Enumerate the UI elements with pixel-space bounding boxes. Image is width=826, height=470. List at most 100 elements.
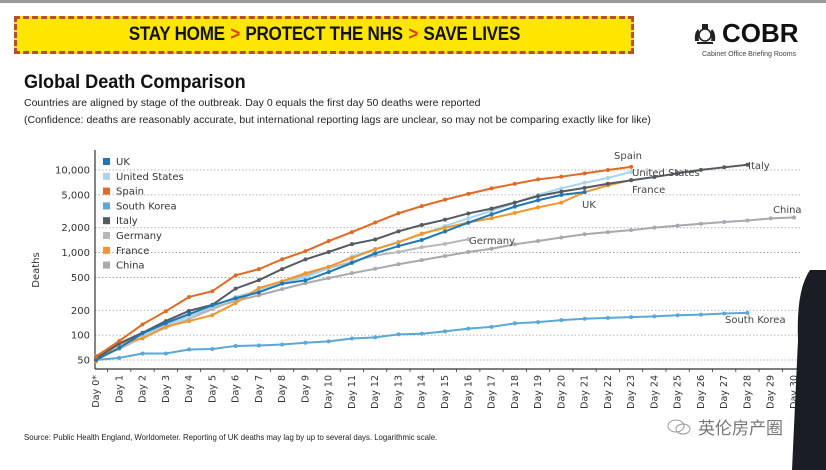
data-point [117, 338, 122, 343]
data-point [722, 220, 727, 225]
data-point [652, 314, 657, 319]
data-point [373, 237, 378, 242]
data-point [326, 264, 331, 269]
x-tick-label: Day 28 [742, 375, 753, 409]
data-point [698, 221, 703, 226]
data-point [396, 249, 401, 254]
data-point [303, 249, 308, 254]
legend-swatch [103, 217, 110, 225]
data-point [396, 211, 401, 216]
series-label-italy: Italy [748, 161, 770, 172]
data-point [512, 321, 517, 326]
series-labels: Spain United States France UK Italy China Germ… [469, 151, 802, 326]
data-point [303, 271, 308, 276]
data-point [559, 189, 564, 194]
series-lines [94, 162, 796, 364]
data-point [489, 216, 494, 221]
presenter-silhouette [792, 270, 826, 470]
data-point [629, 315, 634, 320]
series-label-south-korea: South Korea [725, 315, 786, 326]
data-point [559, 192, 564, 197]
data-point [536, 320, 541, 325]
data-point [582, 316, 587, 321]
data-point [489, 246, 494, 251]
data-point [605, 176, 610, 181]
x-tick-label: Day 10 [324, 375, 335, 409]
x-tick-label: Day 9 [300, 375, 311, 403]
data-point [419, 245, 424, 250]
data-point [443, 197, 447, 202]
legend-swatch [103, 202, 110, 210]
data-point [582, 171, 587, 176]
series-china [94, 215, 796, 358]
data-point [326, 250, 331, 255]
data-point [559, 200, 564, 205]
legend-swatch [103, 232, 110, 239]
data-point [256, 278, 261, 283]
data-point [187, 312, 192, 317]
data-point [605, 168, 610, 172]
data-point [280, 257, 285, 262]
data-point [349, 271, 354, 276]
data-point [373, 251, 378, 256]
data-point [326, 339, 331, 344]
data-point [745, 310, 750, 315]
legend-label: Italy [116, 216, 138, 227]
data-point [466, 220, 471, 225]
data-point [536, 205, 541, 210]
data-point [303, 278, 308, 283]
series-label-france: France [632, 185, 665, 196]
data-point [559, 174, 564, 179]
data-point [256, 293, 261, 298]
data-point [396, 332, 401, 337]
data-point [396, 244, 401, 249]
data-point [536, 177, 541, 182]
y-tick-label: 10,000 [55, 166, 90, 177]
data-point [349, 336, 354, 341]
data-point [233, 296, 238, 301]
data-point [117, 355, 122, 360]
data-point [629, 169, 634, 174]
data-point [722, 311, 727, 316]
data-point [280, 287, 285, 292]
legend-label: China [116, 261, 145, 272]
legend-label: United States [116, 172, 184, 183]
slogan-part-3: SAVE LIVES [422, 24, 520, 45]
data-point [582, 180, 587, 185]
data-point [745, 218, 750, 223]
data-point [745, 162, 750, 167]
data-point [187, 308, 192, 313]
x-tick-label: Day 14 [417, 375, 428, 409]
data-point [443, 329, 447, 334]
y-tick-label: 200 [71, 306, 90, 317]
data-point [559, 235, 564, 240]
legend: UK United States Spain South Korea Italy Germ… [103, 157, 184, 272]
data-point [512, 200, 517, 205]
legend-label: France [116, 246, 149, 257]
data-point [303, 275, 308, 280]
legend-swatch [103, 172, 110, 180]
x-tick-label: Day 1 [114, 375, 125, 403]
y-tick-label: 1,000 [61, 248, 90, 259]
royal-crest-icon [694, 24, 716, 44]
x-tick-label: Day 2 [138, 375, 149, 403]
data-point [419, 331, 424, 336]
data-point [419, 222, 424, 227]
data-point [559, 318, 564, 323]
data-point [512, 242, 517, 247]
data-point [582, 232, 587, 237]
source-note: Source: Public Health England, Worldomet… [24, 432, 438, 442]
data-point [373, 247, 378, 252]
x-tick-label: Day 17 [487, 375, 498, 409]
data-point [140, 322, 145, 327]
data-point [629, 228, 634, 233]
legend-swatch [103, 261, 110, 269]
x-tick-label: Day 6 [231, 375, 242, 403]
data-point [303, 257, 308, 262]
legend-label: South Korea [116, 201, 177, 212]
series-south-korea [94, 310, 750, 362]
x-tick-label: Day 7 [254, 375, 265, 403]
data-point [396, 229, 401, 234]
data-point [210, 303, 215, 308]
slogan-part-1: STAY HOME [128, 24, 225, 45]
